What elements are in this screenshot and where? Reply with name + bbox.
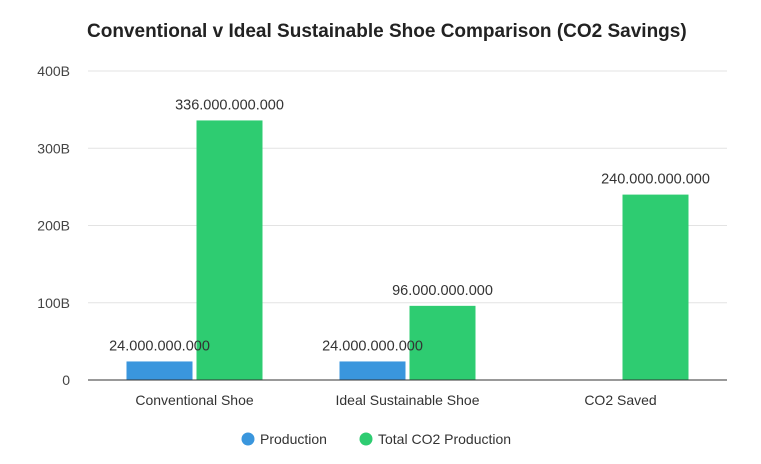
gridlines [88,70,727,304]
y-axis-ticks: 0 100B 200B 300B 400B [37,63,70,388]
data-labels: 24.000.000.000 336.000.000.000 24.000.000.… [109,97,710,354]
x-category-label: CO2 Saved [584,392,656,408]
bars [126,120,689,380]
bar-production[interactable] [126,361,193,380]
x-axis-categories: Conventional Shoe Ideal Sustainable Shoe C… [135,392,656,408]
y-tick-label: 400B [37,63,70,79]
data-label: 96.000.000.000 [392,283,493,299]
y-tick-label: 200B [37,218,70,234]
legend[interactable]: Production Total CO2 Production [241,431,512,447]
y-tick-label: 0 [62,372,70,388]
y-tick-label: 100B [37,295,70,311]
legend-swatch [359,432,373,446]
bar-total-co2-production[interactable] [196,120,263,380]
chart-title: Conventional v Ideal Sustainable Shoe Co… [87,21,687,42]
legend-item[interactable]: Total CO2 Production [359,431,512,447]
y-tick-label: 300B [37,140,70,156]
data-label: 24.000.000.000 [322,338,423,354]
bar-total-co2-production[interactable] [409,305,476,380]
data-label: 24.000.000.000 [109,338,210,354]
x-category-label: Conventional Shoe [135,392,254,408]
data-label: 240.000.000.000 [601,172,710,188]
legend-label: Total CO2 Production [378,431,511,447]
legend-item[interactable]: Production [241,431,327,447]
bar-production[interactable] [339,361,406,380]
x-category-label: Ideal Sustainable Shoe [336,392,480,408]
bar-total-co2-production[interactable] [622,194,689,380]
legend-label: Production [260,431,327,447]
legend-swatch [241,432,255,446]
data-label: 336.000.000.000 [175,97,284,113]
